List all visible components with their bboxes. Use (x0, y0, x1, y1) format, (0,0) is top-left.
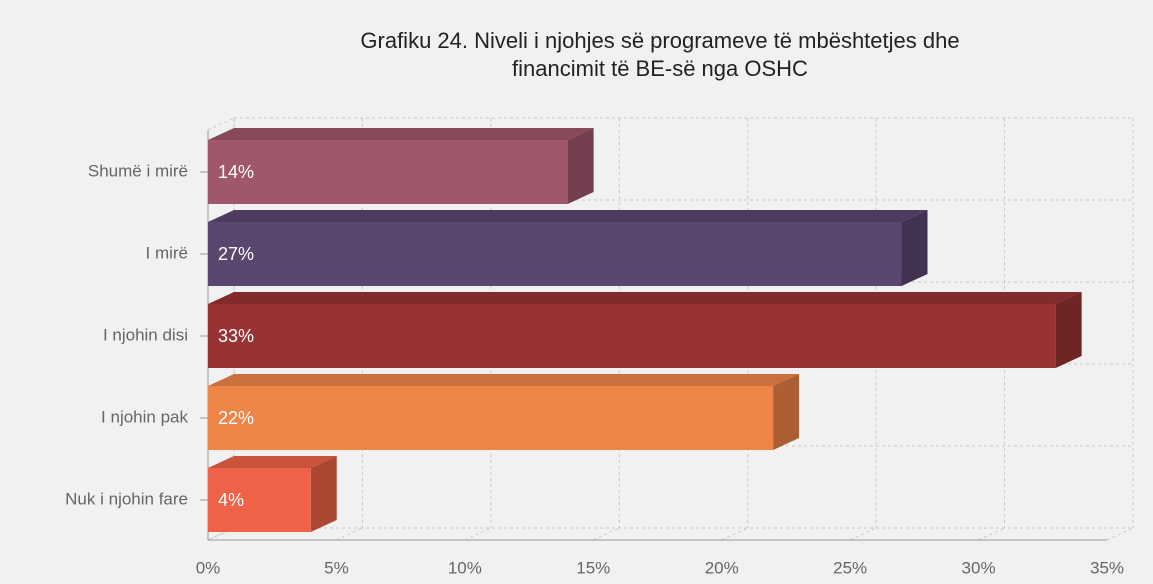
bar-top (208, 456, 337, 468)
y-tick-label: Shumë i mirë (88, 161, 188, 180)
x-tick-label: 15% (576, 558, 610, 577)
bar-side (1055, 292, 1082, 368)
bar (208, 140, 568, 204)
bar-side (310, 456, 337, 532)
floor-line (336, 527, 363, 541)
bar-side (773, 374, 800, 450)
value-label: 22% (218, 408, 254, 428)
y-tick-label: I njohin disi (103, 325, 188, 344)
floor-line (978, 527, 1005, 541)
bar-top (208, 210, 928, 222)
bar (208, 386, 774, 450)
x-tick-label: 25% (833, 558, 867, 577)
floor-line (464, 527, 492, 541)
chart-title: Grafiku 24. Niveli i njohjes së programe… (360, 28, 959, 53)
x-tick-label: 5% (324, 558, 349, 577)
y-tick-label: I mirë (146, 243, 189, 262)
floor-line (593, 527, 620, 541)
x-tick-label: 30% (962, 558, 996, 577)
bar-top (208, 292, 1082, 304)
value-label: 33% (218, 326, 254, 346)
x-tick-label: 20% (705, 558, 739, 577)
bar (208, 468, 311, 532)
x-tick-label: 35% (1090, 558, 1124, 577)
floor-line (849, 527, 877, 541)
floor-line (721, 527, 748, 541)
value-label: 4% (218, 490, 244, 510)
value-label: 27% (218, 244, 254, 264)
bar-side (567, 128, 594, 204)
x-tick-label: 10% (448, 558, 482, 577)
x-tick-label: 0% (196, 558, 221, 577)
y-tick-label: I njohin pak (101, 407, 188, 426)
bar-top (208, 374, 800, 386)
chart-title: financimit të BE-së nga OSHC (512, 56, 808, 81)
bar (208, 222, 902, 286)
y-tick-label: Nuk i njohin fare (65, 489, 188, 508)
floor-line (1106, 527, 1134, 541)
value-label: 14% (218, 162, 254, 182)
bar (208, 304, 1056, 368)
bar-top (208, 128, 594, 140)
bar-side (901, 210, 928, 286)
floor-line (207, 527, 235, 541)
